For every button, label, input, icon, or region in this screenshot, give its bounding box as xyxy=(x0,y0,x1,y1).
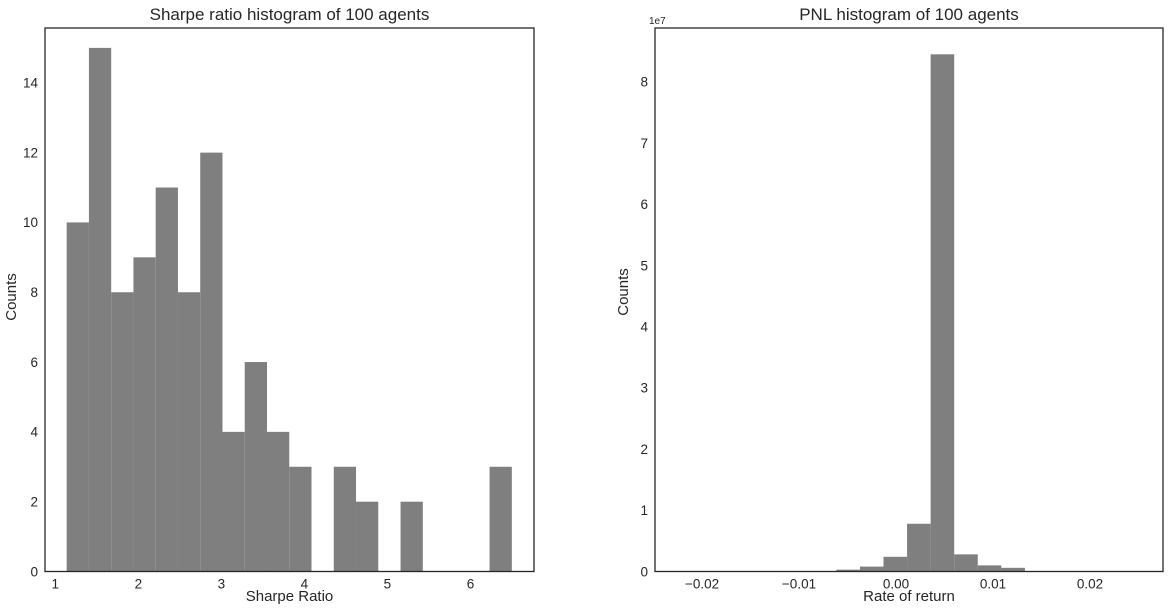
y-tick-label: 6 xyxy=(640,197,648,212)
pnl-yaxis-label: Counts xyxy=(615,268,632,316)
histogram-bar xyxy=(954,554,978,572)
x-tick-label: 4 xyxy=(301,577,309,592)
histogram-bar xyxy=(66,222,89,572)
histogram-bar xyxy=(907,523,931,572)
y-tick-label: 1 xyxy=(640,503,648,518)
histogram-bar xyxy=(883,556,908,572)
histogram-bar xyxy=(859,566,884,572)
pnl-xaxis-label: Rate of return xyxy=(863,588,955,605)
histogram-bar xyxy=(222,431,245,572)
pnl-histogram-plot: −0.02 −0.01 0.00 0.01 0.02 0 1 2 3 4 5 6 7 8 xyxy=(640,27,1164,592)
histogram-bar xyxy=(333,466,357,572)
y-tick-label: 6 xyxy=(30,355,38,370)
x-tick-label: 5 xyxy=(384,577,392,592)
histogram-bar xyxy=(289,466,312,572)
y-tick-label: 10 xyxy=(23,215,38,230)
x-tick-label: 3 xyxy=(218,577,226,592)
y-tick-label: 12 xyxy=(23,145,38,160)
x-tick-label: −0.02 xyxy=(685,577,719,592)
sharpe-chart-title: Sharpe ratio histogram of 100 agents xyxy=(150,5,430,24)
y-tick-label: 5 xyxy=(640,258,648,273)
histogram-bar xyxy=(244,362,267,572)
y-tick-label: 2 xyxy=(640,442,648,457)
x-tick-label: 0.01 xyxy=(980,577,1006,592)
plot-spines xyxy=(654,27,1164,573)
y-tick-label: 3 xyxy=(640,381,648,396)
pnl-yaxis-offset-label: 1e7 xyxy=(649,16,666,27)
x-tick-label: 0.00 xyxy=(883,577,909,592)
sharpe-yaxis-label: Counts xyxy=(3,273,20,321)
histogram-bar xyxy=(356,501,379,572)
x-tick-label: 6 xyxy=(467,577,475,592)
y-tick-label: 4 xyxy=(30,425,38,440)
y-tick-label: 0 xyxy=(640,564,648,579)
histogram-bar xyxy=(266,431,290,572)
histogram-bar xyxy=(111,292,134,572)
histogram-bar xyxy=(88,47,112,572)
histogram-bar xyxy=(489,466,512,572)
y-tick-label: 8 xyxy=(640,75,648,90)
pnl-chart-title: PNL histogram of 100 agents xyxy=(799,5,1019,24)
histogram-bar xyxy=(400,501,423,572)
y-tick-label: 14 xyxy=(23,76,39,91)
y-tick-label: 8 xyxy=(30,285,38,300)
histogram-bar xyxy=(1001,567,1025,572)
histogram-bar xyxy=(155,187,178,572)
histogram-bar xyxy=(930,54,955,572)
x-tick-label: 2 xyxy=(135,577,143,592)
histogram-bar xyxy=(200,152,223,572)
x-tick-label: −0.01 xyxy=(782,577,816,592)
y-tick-label: 2 xyxy=(30,494,38,509)
y-tick-label: 4 xyxy=(640,319,648,334)
histogram-bar xyxy=(836,569,860,572)
x-tick-label: 0.02 xyxy=(1077,577,1103,592)
histogram-bar xyxy=(133,257,156,572)
histogram-bar xyxy=(177,292,201,572)
sharpe-xaxis-label: Sharpe Ratio xyxy=(246,588,334,605)
x-tick-label: 1 xyxy=(52,577,60,592)
y-tick-label: 0 xyxy=(30,564,38,579)
y-tick-label: 7 xyxy=(640,136,648,151)
plot-spines xyxy=(44,27,535,573)
histogram-bar xyxy=(977,565,1002,572)
